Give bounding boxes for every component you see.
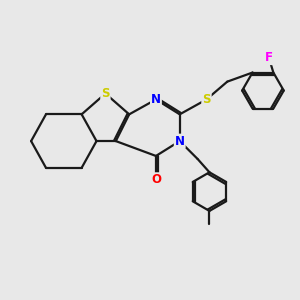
Text: N: N (151, 93, 161, 106)
Text: N: N (175, 135, 185, 148)
Text: F: F (265, 51, 273, 64)
Text: O: O (151, 173, 161, 186)
Text: S: S (101, 87, 110, 100)
Text: S: S (202, 93, 211, 106)
